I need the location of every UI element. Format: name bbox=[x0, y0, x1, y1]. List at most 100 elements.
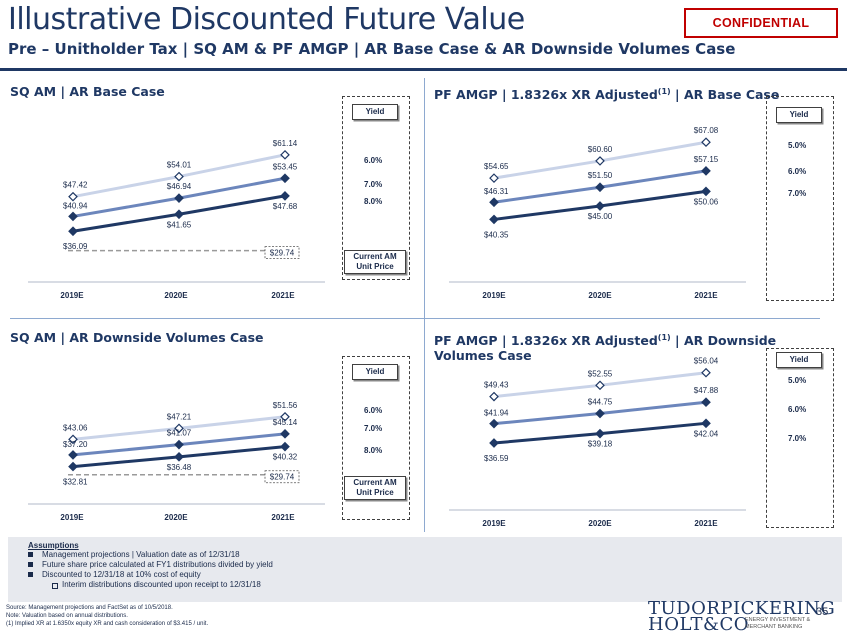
page-title: Illustrative Discounted Future Value bbox=[8, 2, 525, 37]
data-point bbox=[595, 182, 605, 193]
data-label: $54.65 bbox=[484, 162, 509, 171]
footer-footnote: (1) Implied XR at 1.6350x equity XR and … bbox=[6, 621, 209, 627]
x-tick-label: 2019E bbox=[60, 291, 84, 300]
data-label: $40.32 bbox=[273, 453, 298, 462]
yield-legend-box bbox=[766, 348, 834, 528]
x-tick-label: 2020E bbox=[164, 291, 188, 300]
data-point bbox=[701, 397, 711, 408]
yield-legend-item: 7.0% bbox=[788, 434, 807, 443]
assumptions-heading: Assumptions bbox=[28, 541, 79, 550]
data-label: $53.45 bbox=[273, 162, 298, 171]
yield-legend-header: Yield bbox=[352, 104, 398, 120]
data-point bbox=[68, 226, 78, 237]
current-price-label: $29.74 bbox=[270, 249, 295, 258]
data-point bbox=[701, 166, 711, 176]
x-tick-label: 2021E bbox=[271, 513, 295, 522]
assumption-sub-item: Interim distributions discounted upon re… bbox=[28, 580, 842, 590]
data-label: $61.14 bbox=[273, 139, 298, 148]
data-label: $46.94 bbox=[167, 182, 192, 191]
assumption-item: Management projections | Valuation date … bbox=[28, 550, 842, 560]
yield-legend-item: 8.0% bbox=[364, 446, 383, 455]
yield-legend-item: 8.0% bbox=[364, 197, 383, 206]
current-price-box bbox=[264, 470, 300, 484]
yield-legend-item: 6.0% bbox=[788, 167, 807, 176]
yield-legend-header: Yield bbox=[352, 364, 398, 380]
data-point bbox=[595, 380, 605, 391]
yield-legend-box bbox=[342, 356, 410, 520]
data-label: $47.42 bbox=[63, 181, 88, 190]
data-point bbox=[701, 367, 711, 378]
data-point bbox=[595, 428, 605, 439]
data-label: $39.18 bbox=[588, 440, 613, 449]
data-label: $45.00 bbox=[588, 212, 613, 221]
data-point bbox=[280, 411, 290, 422]
data-label: $60.60 bbox=[588, 145, 613, 154]
chart-title: PF AMGP | 1.8326x XR Adjusted(1) | AR Do… bbox=[434, 333, 777, 364]
data-point bbox=[174, 193, 184, 203]
data-label: $52.55 bbox=[588, 369, 613, 378]
current-price-label: $29.74 bbox=[270, 473, 295, 482]
data-point bbox=[701, 186, 711, 197]
data-point bbox=[68, 461, 78, 472]
data-point bbox=[489, 214, 499, 225]
data-label: $49.43 bbox=[484, 381, 509, 390]
data-label: $36.48 bbox=[167, 463, 192, 472]
yield-legend-box bbox=[766, 96, 834, 301]
yield-legend-item: 7.0% bbox=[364, 424, 383, 433]
yield-legend-item: 7.0% bbox=[788, 189, 807, 198]
data-label: $47.88 bbox=[694, 386, 719, 395]
data-label: $41.07 bbox=[167, 429, 192, 438]
footer-source: Source: Management projections and FactS… bbox=[6, 605, 173, 611]
data-label: $57.15 bbox=[694, 155, 719, 164]
data-label: $67.08 bbox=[694, 126, 719, 135]
data-label: $40.94 bbox=[63, 201, 88, 210]
data-point bbox=[68, 191, 78, 202]
x-tick-label: 2019E bbox=[482, 519, 506, 528]
yield-legend-item: 6.0% bbox=[788, 405, 807, 414]
data-label: $42.04 bbox=[694, 429, 719, 438]
data-point bbox=[701, 418, 711, 429]
current-price-legend: Current AM Unit Price bbox=[344, 250, 406, 274]
data-point bbox=[174, 171, 184, 182]
data-label: $37.20 bbox=[63, 440, 88, 449]
data-label: $47.21 bbox=[167, 412, 192, 421]
x-tick-label: 2021E bbox=[694, 291, 718, 300]
logo-line-2: HOLT&CO bbox=[648, 614, 749, 635]
data-label: $51.50 bbox=[588, 171, 613, 180]
assumptions-box: Assumptions Management projections | Val… bbox=[8, 537, 842, 602]
data-point bbox=[174, 451, 184, 462]
yield-legend-header: Yield bbox=[776, 107, 822, 123]
data-label: $45.14 bbox=[273, 418, 298, 427]
chart-title: SQ AM | AR Downside Volumes Case bbox=[10, 330, 264, 345]
confidential-badge: CONFIDENTIAL bbox=[684, 8, 838, 38]
yield-legend-box bbox=[342, 96, 410, 280]
data-point bbox=[68, 434, 78, 445]
divider-horizontal bbox=[10, 318, 820, 319]
data-label: $36.09 bbox=[63, 242, 88, 251]
data-point bbox=[701, 137, 711, 148]
data-point bbox=[174, 439, 184, 450]
data-point bbox=[489, 173, 499, 183]
data-label: $50.06 bbox=[694, 197, 719, 206]
data-point bbox=[280, 428, 290, 439]
data-label: $41.65 bbox=[167, 220, 192, 229]
data-point bbox=[595, 156, 605, 166]
header-rule bbox=[0, 68, 847, 71]
yield-legend-item: 5.0% bbox=[788, 376, 807, 385]
data-point bbox=[280, 149, 290, 160]
data-point bbox=[489, 418, 499, 429]
data-point bbox=[174, 209, 184, 220]
data-point bbox=[489, 438, 499, 448]
x-tick-label: 2019E bbox=[60, 513, 84, 522]
chart-title: SQ AM | AR Base Case bbox=[10, 84, 165, 99]
x-tick-label: 2020E bbox=[164, 513, 188, 522]
data-label: $41.94 bbox=[484, 409, 509, 418]
yield-legend-header: Yield bbox=[776, 352, 822, 368]
data-point bbox=[174, 423, 184, 434]
data-point bbox=[280, 173, 290, 184]
